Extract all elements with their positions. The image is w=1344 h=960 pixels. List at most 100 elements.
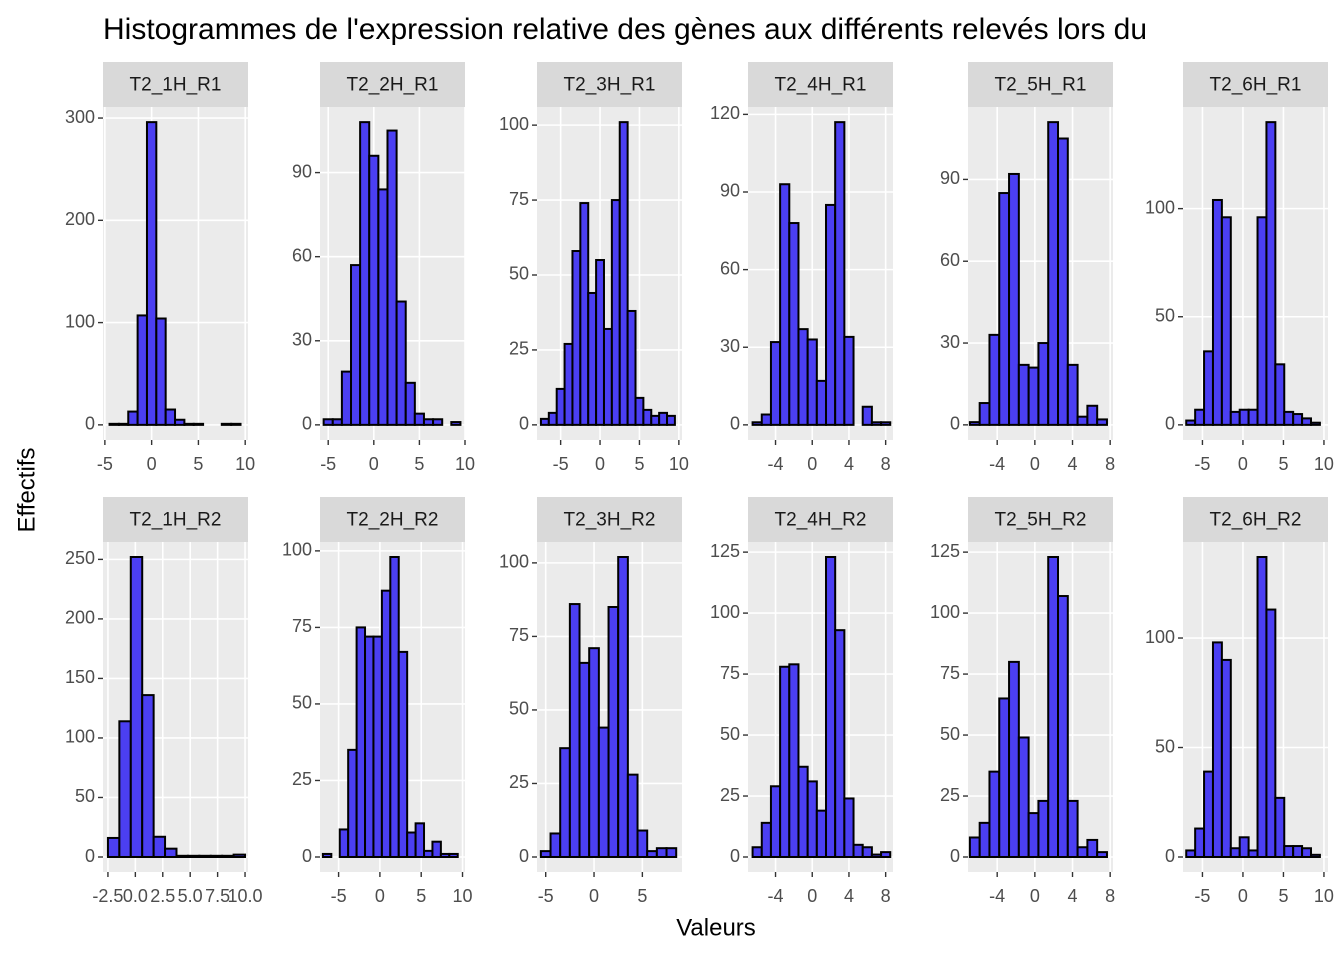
y-tick-label: 100 [65,727,95,747]
bar [760,821,772,858]
bar [406,831,417,858]
bar [665,847,678,858]
y-tick-label: 60 [940,250,960,270]
x-tick-label: 10 [235,454,255,474]
x-tick-label: 0 [595,454,605,474]
y-tick-label: 125 [710,541,740,561]
bar [751,846,763,858]
y-tick-label: 100 [499,114,529,134]
x-tick-label: 10 [1314,886,1334,906]
strip [748,62,893,107]
bar [797,765,809,859]
x-tick-label: 0 [807,886,817,906]
bar [1194,408,1206,426]
bar [209,854,224,858]
y-tick-label: 300 [65,107,95,127]
y-tick-label: 0 [519,846,529,866]
bar [1220,216,1232,426]
y-tick-label: 75 [509,625,529,645]
strip-label: T2_6H_R1 [1210,75,1302,96]
bar [127,410,139,426]
strip [320,62,465,107]
bar [1274,796,1286,859]
y-tick-label: 0 [1165,846,1175,866]
strip-label: T2_3H_R2 [564,510,656,531]
bar [1229,847,1241,859]
bar [1203,350,1214,426]
x-tick-label: 0 [589,886,599,906]
y-tick-label: 100 [282,540,312,560]
bar [870,853,883,858]
bar [359,121,371,426]
x-tick-label: 5 [634,454,644,474]
bar [968,421,981,426]
bar [618,121,629,426]
strip-label: T2_5H_R1 [995,75,1087,96]
strip-label: T2_1H_R1 [130,75,222,96]
bar [1292,413,1304,426]
x-tick-label: -5 [1194,886,1210,906]
x-tick-label: -5 [1194,454,1210,474]
bar [642,408,653,426]
y-tick-label: 0 [1165,414,1175,434]
bar [607,606,620,858]
x-tick-label: 5 [1278,886,1288,906]
bar [788,222,800,426]
bar [1076,846,1089,858]
x-tick-label: -5 [553,454,569,474]
y-tick-label: 0 [730,414,740,434]
bar [1256,216,1268,426]
bar [559,747,571,858]
bar [397,650,409,858]
x-tick-label: 5 [1278,454,1288,474]
bar [968,836,981,858]
bar [321,852,333,859]
bar [1027,366,1040,426]
y-tick-label: 30 [940,332,960,352]
bar [880,421,892,426]
bar [806,338,818,426]
y-tick-label: 50 [509,699,529,719]
bar [760,413,772,426]
bar [1265,608,1277,858]
x-tick-label: -4 [989,454,1005,474]
bar [658,411,669,426]
bar [1203,770,1214,858]
bar [1229,410,1241,426]
x-tick-label: 0 [147,454,157,474]
strip [537,497,682,542]
bar [1047,556,1060,858]
bar [880,851,892,858]
bar [751,421,763,426]
strip-label: T2_6H_R2 [1210,510,1302,531]
bar [1076,415,1089,426]
bar [198,854,212,858]
bar [1301,417,1312,426]
bar [578,661,591,858]
bar [998,697,1011,859]
y-tick-label: 50 [509,264,529,284]
bar [595,259,605,426]
bar [806,780,818,859]
y-tick-label: 200 [65,608,95,628]
y-tick-label: 120 [710,103,740,123]
x-tick-label: 0 [1238,454,1248,474]
bar [579,202,590,426]
x-tick-label: 5.0 [178,886,203,906]
y-tick-label: 0 [302,414,312,434]
x-tick-label: 10 [455,454,475,474]
y-tick-label: 0 [85,414,95,434]
x-tick-label: -4 [768,454,784,474]
bar [395,300,407,426]
bar [597,726,610,859]
bar [404,381,416,426]
bar [108,422,120,426]
bar [1027,812,1040,858]
y-tick-label: 0 [730,846,740,866]
bar [1194,827,1206,858]
bar [1057,595,1069,859]
x-tick-label: 2.5 [150,886,175,906]
bar [1066,363,1079,426]
x-tick-label: 8 [881,886,891,906]
